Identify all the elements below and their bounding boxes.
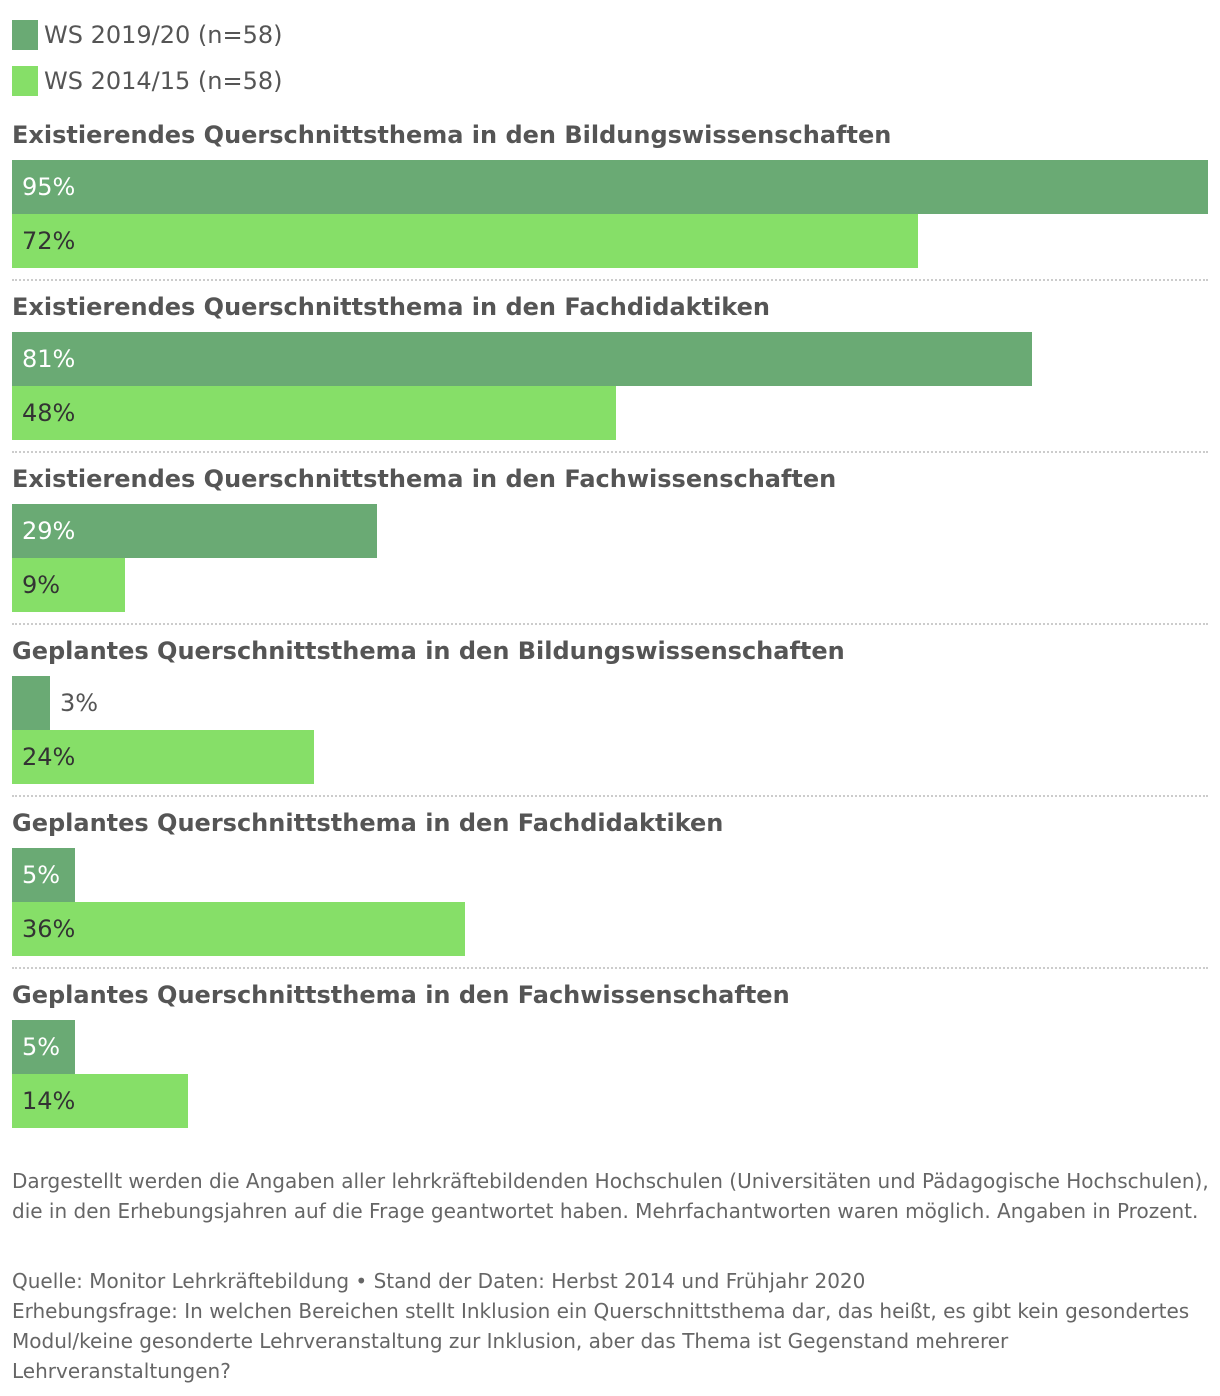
category-label: Geplantes Querschnittsthema in den Bildu… [12,637,845,665]
divider [12,967,1208,969]
legend-item: WS 2014/15 (n=58) [12,58,283,104]
legend: WS 2019/20 (n=58) WS 2014/15 (n=58) [12,12,283,104]
data-label: 14% [22,1087,76,1115]
bar-ws-2014-15 [12,730,314,784]
category-label: Geplantes Querschnittsthema in den Fachd… [12,809,724,837]
category-group: Existierendes Querschnittsthema in den B… [12,115,1208,287]
data-label: 9% [22,571,61,599]
footnote: Dargestellt werden die Angaben aller leh… [12,1169,1209,1223]
bar-ws-2019-20 [12,676,50,730]
data-label: 72% [22,227,76,255]
category-label: Existierendes Querschnittsthema in den F… [12,465,837,493]
chart-groups: Existierendes Querschnittsthema in den B… [12,115,1208,1147]
bar-ws-2019-20 [12,160,1208,214]
data-label: 5% [22,861,61,889]
category-group: Existierendes Querschnittsthema in den F… [12,459,1208,631]
data-label: 29% [22,517,76,545]
bar-ws-2019-20 [12,504,377,558]
divider [12,279,1208,281]
divider [12,623,1208,625]
legend-swatch [12,20,38,50]
bar-ws-2014-15 [12,386,616,440]
source-line: Quelle: Monitor Lehrkräftebildung • Stan… [12,1269,866,1293]
category-group: Geplantes Querschnittsthema in den Bildu… [12,631,1208,803]
category-label: Existierendes Querschnittsthema in den B… [12,121,892,149]
data-label: 48% [22,399,76,427]
divider [12,795,1208,797]
data-label: 95% [22,173,76,201]
data-label: 3% [60,689,99,717]
data-label: 5% [22,1033,61,1061]
data-label: 81% [22,345,76,373]
legend-label: WS 2019/20 (n=58) [44,21,283,49]
divider [12,451,1208,453]
bar-ws-2019-20 [12,332,1032,386]
category-label: Geplantes Querschnittsthema in den Fachw… [12,981,790,1009]
bar-ws-2014-15 [12,214,918,268]
bar-ws-2014-15 [12,1074,188,1128]
data-label: 24% [22,743,76,771]
bar-ws-2019-20 [12,848,75,902]
legend-swatch [12,66,38,96]
category-group: Geplantes Querschnittsthema in den Fachd… [12,803,1208,975]
legend-item: WS 2019/20 (n=58) [12,12,283,58]
category-label: Existierendes Querschnittsthema in den F… [12,293,770,321]
bar-ws-2014-15 [12,902,465,956]
category-group: Existierendes Querschnittsthema in den F… [12,287,1208,459]
source-note: Quelle: Monitor Lehrkräftebildung • Stan… [12,1266,1212,1386]
bar-ws-2014-15 [12,558,125,612]
legend-label: WS 2014/15 (n=58) [44,67,283,95]
survey-question: Erhebungsfrage: In welchen Bereichen ste… [12,1299,1190,1383]
bar-ws-2019-20 [12,1020,75,1074]
data-label: 36% [22,915,76,943]
category-group: Geplantes Querschnittsthema in den Fachw… [12,975,1208,1147]
